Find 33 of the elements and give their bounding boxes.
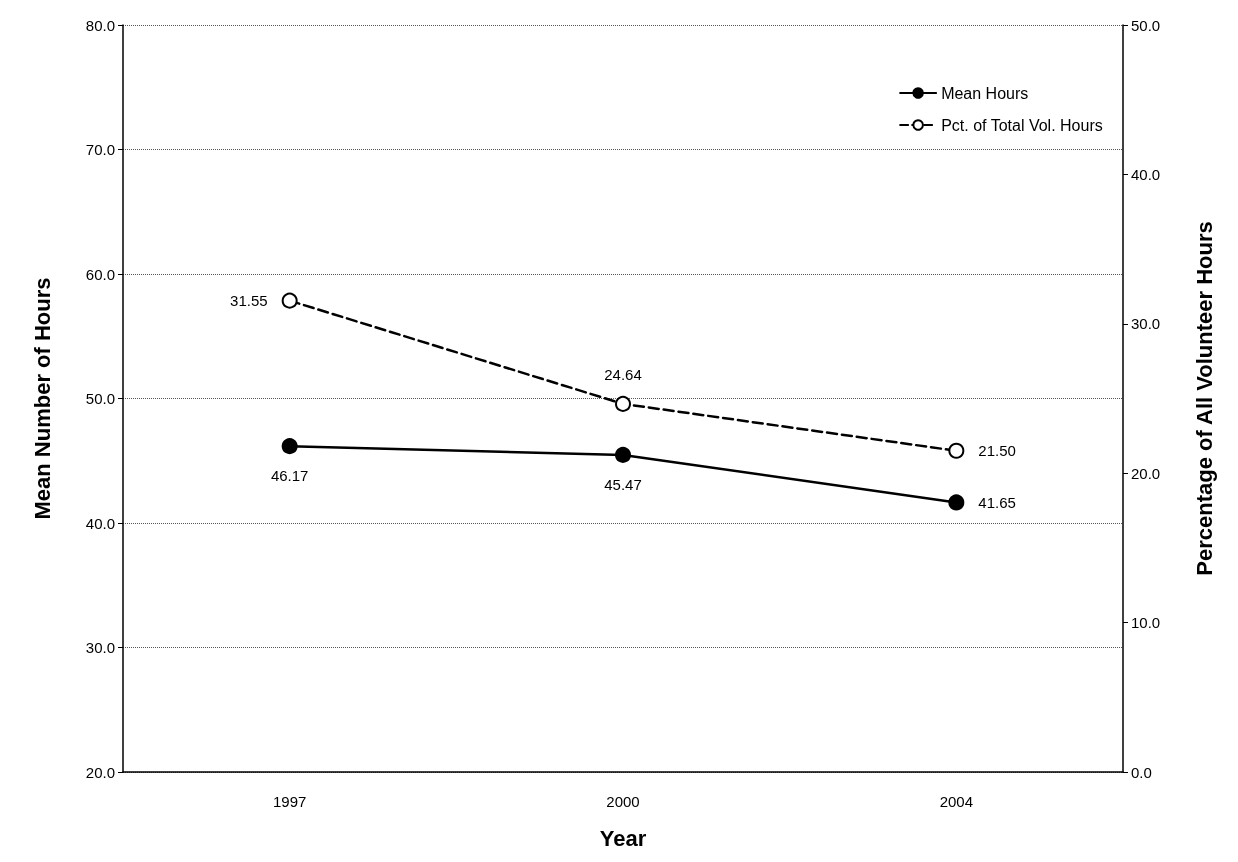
data-label: 21.50 [978,442,1016,460]
data-label: 31.55 [230,292,268,310]
y-tick-label: 40.0 [85,514,115,532]
legend-label: Mean Hours [941,84,1029,102]
data-label: 24.64 [604,365,642,383]
y2-tick-label: 0.0 [1131,763,1152,781]
data-label: 45.47 [604,475,642,493]
point [948,494,965,511]
legend-label: Pct. of Total Vol. Hours [941,116,1103,134]
y-tick-label: 30.0 [85,639,115,656]
y-axis-title: Mean Number of Hours [29,277,55,520]
x-tick-label: 2000 [606,793,640,810]
point [948,442,965,459]
data-label: 41.65 [978,493,1016,511]
y2-axis-title: Percentage of All Volunteer Hours [1191,221,1217,576]
y-tick-label: 20.0 [85,763,115,781]
y2-tick-label: 10.0 [1131,614,1161,632]
point [615,395,631,412]
y-tick-label: 80.0 [85,16,115,34]
x-tick-label: 1997 [272,793,307,810]
y-tick-label: 70.0 [85,141,115,158]
x-axis-title: Year [599,825,647,851]
y2-tick-label: 30.0 [1131,315,1161,333]
y-tick-label: 60.0 [85,265,115,283]
y2-tick-label: 40.0 [1131,165,1161,183]
point [281,292,298,309]
x-tick-label: 2004 [939,793,974,810]
point [615,446,631,463]
y2-tick-label: 50.0 [1131,16,1161,34]
data-label: 46.17 [270,467,309,485]
point [281,438,298,455]
y2-tick-label: 20.0 [1131,464,1161,482]
y-tick-label: 50.0 [85,390,115,407]
